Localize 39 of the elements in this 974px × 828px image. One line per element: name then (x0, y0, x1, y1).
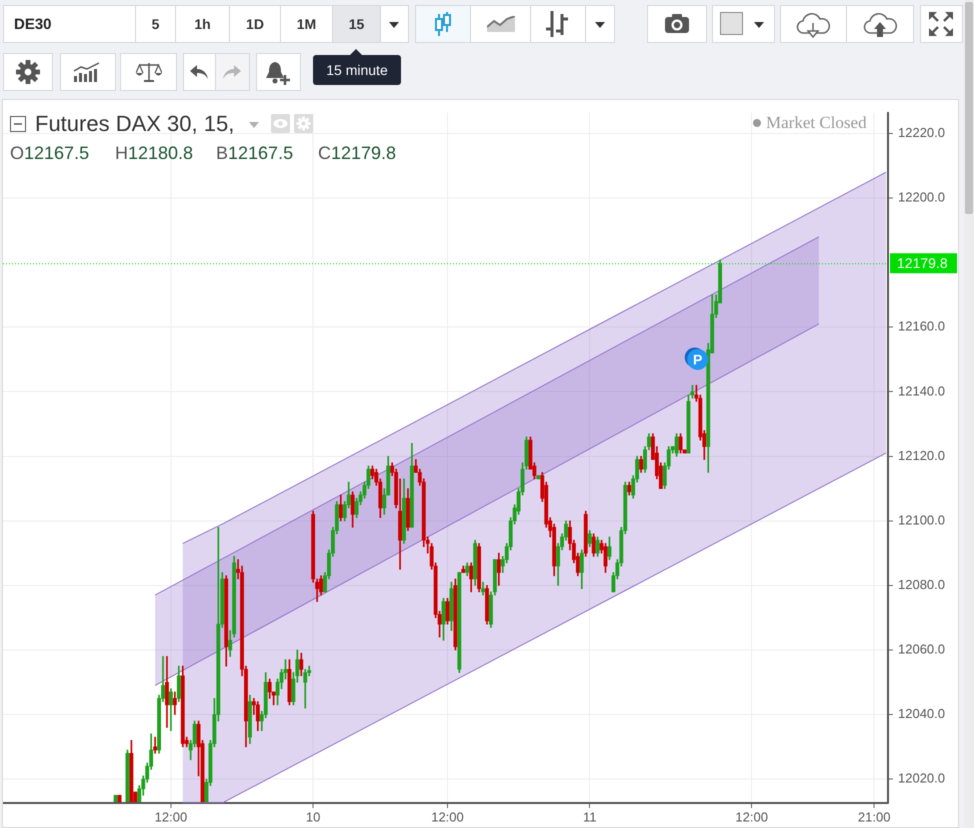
button[interactable]: 1D (229, 5, 281, 43)
undo-button[interactable] (183, 53, 216, 91)
y-tick-label: 12040.0 (898, 706, 945, 722)
annotation: H12180.8 (115, 143, 194, 163)
cloud-upload-button[interactable] (846, 5, 914, 43)
dropdown-button[interactable] (380, 5, 409, 43)
annotation: Market Closed (766, 113, 867, 133)
ohlc-button[interactable] (530, 5, 586, 43)
annotation: P (693, 351, 702, 368)
annotation: B12167.5 (216, 143, 294, 163)
y-tick-label: 12020.0 (898, 770, 945, 786)
y-tick-label: 12160.0 (898, 318, 945, 334)
cloud-download-button[interactable] (780, 5, 847, 43)
scales-button[interactable] (120, 53, 177, 91)
button[interactable]: 1h (175, 5, 230, 43)
button[interactable]: 1M (280, 5, 333, 43)
button[interactable]: 5 (135, 5, 176, 43)
y-tick-label: 12100.0 (898, 512, 945, 528)
x-tick-label: 12:00 (431, 809, 464, 824)
y-tick-label: 12200.0 (898, 190, 945, 205)
symbol-field[interactable]: DE30 (3, 5, 136, 43)
y-tick-label: 12060.0 (898, 642, 945, 657)
chart-button[interactable] (60, 53, 116, 91)
x-tick-label: 21:00 (858, 809, 890, 824)
x-tick-label: 12:00 (154, 809, 188, 824)
annotation: O12167.5 (10, 143, 90, 163)
ref-line-label: 12179.8 (897, 255, 948, 272)
button[interactable]: 15 (332, 5, 381, 43)
annotation: C12179.8 (318, 143, 396, 163)
dropdown-button[interactable] (585, 5, 615, 43)
tooltip: 15 minute (313, 55, 401, 85)
y-tick-label: 12220.0 (898, 125, 945, 140)
chart-title: Futures DAX 30, 15, (35, 110, 234, 138)
x-tick-label: 11 (582, 809, 596, 824)
x-tick-label: 12:00 (735, 809, 768, 824)
y-tick-label: 12080.0 (898, 576, 945, 592)
y-tick-label: 12140.0 (898, 383, 945, 398)
y-tick-label: 12120.0 (898, 448, 945, 463)
x-tick-label: 10 (306, 809, 320, 824)
